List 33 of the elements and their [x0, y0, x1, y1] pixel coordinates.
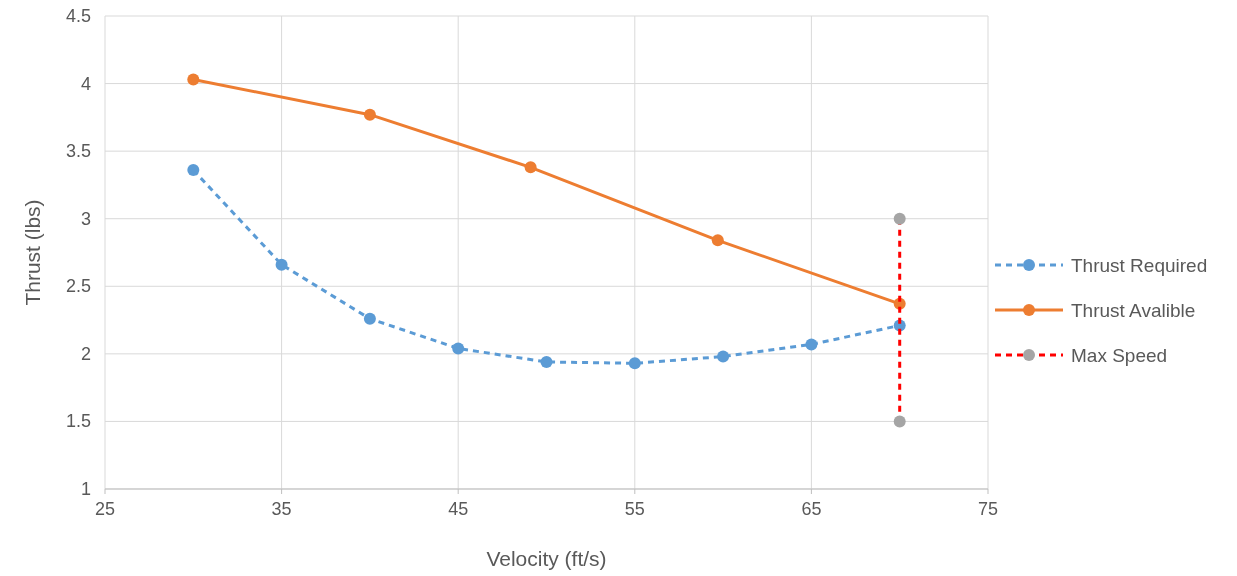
x-tick-label: 35: [271, 499, 292, 519]
y-tick-label: 3.5: [65, 141, 91, 162]
y-tick-label: 4: [80, 73, 91, 94]
point: [893, 415, 906, 428]
y-tick-label: 4.5: [65, 6, 91, 26]
y-tick-label: 3: [80, 208, 91, 229]
x-tick-label: 75: [977, 499, 999, 519]
x-tick-label: 65: [801, 499, 822, 519]
legend-label: Thrust Avalible: [1071, 300, 1196, 321]
point: [275, 258, 288, 271]
x-tick-label: 45: [448, 499, 469, 519]
y-tick-label: 1: [80, 479, 91, 499]
point: [711, 234, 724, 247]
y-tick-label: 1.5: [65, 411, 91, 432]
y-tick-label: 2.5: [65, 276, 91, 297]
x-tick-label: 55: [624, 499, 645, 519]
point: [540, 355, 553, 368]
point: [363, 312, 376, 325]
y-axis-title: Thrust (lbs): [21, 199, 44, 306]
x-tick-label: 25: [94, 499, 116, 519]
x-axis-title: Velocity (ft/s): [486, 547, 607, 570]
legend-label: Thrust Required: [1071, 255, 1208, 276]
point: [893, 212, 906, 225]
point: [524, 161, 537, 174]
point: [628, 357, 641, 370]
point: [717, 350, 730, 363]
point: [452, 342, 465, 355]
point: [187, 73, 200, 86]
point: [363, 108, 376, 121]
point: [187, 164, 200, 177]
point: [805, 338, 818, 351]
y-tick-label: 2: [80, 343, 91, 364]
legend-label: Max Speed: [1071, 345, 1168, 366]
